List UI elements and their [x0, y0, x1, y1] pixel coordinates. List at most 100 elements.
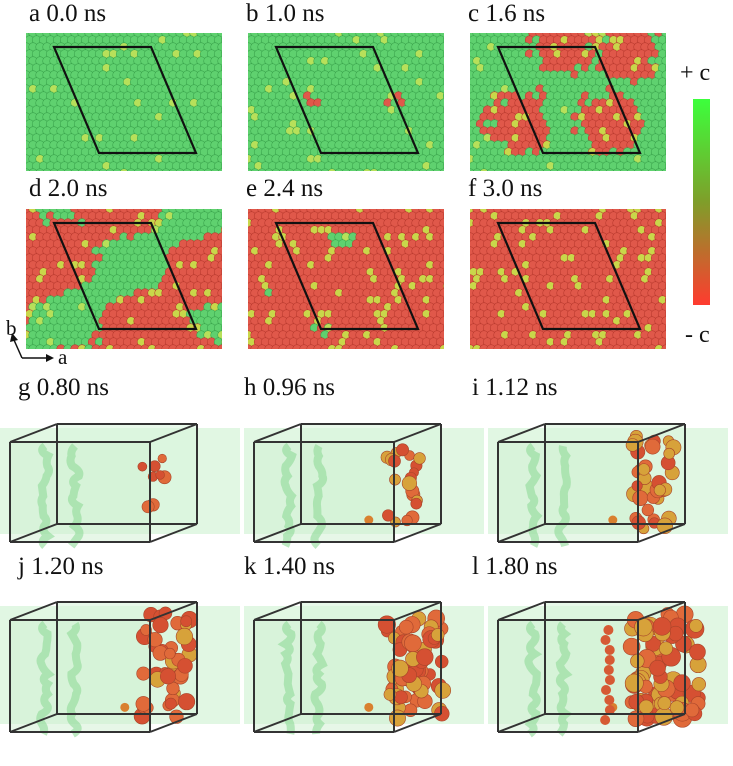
- nucleus-blob: [404, 634, 422, 653]
- nucleus-blob: [398, 619, 414, 635]
- box-edge: [393, 423, 442, 443]
- nucleus-blob: [632, 490, 649, 507]
- box-edge: [393, 523, 442, 543]
- atom: [442, 213, 444, 219]
- atom: [664, 51, 666, 57]
- atom: [126, 168, 136, 171]
- atom: [442, 65, 444, 71]
- atom: [664, 325, 666, 331]
- atom: [612, 168, 622, 171]
- nucleus-blob: [164, 647, 176, 660]
- nucleus-blob: [157, 453, 167, 464]
- nucleus-blob: [389, 709, 406, 727]
- atom: [442, 241, 444, 247]
- atom: [664, 255, 666, 261]
- panel-a-label: a 0.0 ns: [29, 0, 107, 27]
- atom: [28, 168, 38, 171]
- nucleus-blob: [689, 643, 706, 661]
- atom: [664, 269, 666, 275]
- panel-h-label: h 0.96 ns: [244, 374, 335, 401]
- box-edge: [637, 523, 686, 543]
- atom: [383, 168, 393, 171]
- atom: [664, 79, 666, 85]
- atom: [320, 168, 330, 171]
- atom: [619, 168, 629, 171]
- nucleus-blob: [604, 655, 615, 665]
- nucleus-blob: [638, 699, 654, 715]
- atom: [63, 168, 73, 171]
- colorbar: [693, 99, 710, 305]
- nucleus-blob: [604, 705, 615, 715]
- box-edge: [497, 601, 546, 621]
- nucleus-blob: [600, 715, 611, 725]
- atom: [220, 325, 222, 331]
- box-front-face: [10, 620, 150, 732]
- box-edge: [393, 713, 442, 733]
- interface-wave: [66, 443, 84, 549]
- atom: [397, 168, 407, 171]
- atom: [598, 168, 608, 171]
- box-edge: [253, 601, 302, 621]
- nucleus-blob: [653, 484, 666, 497]
- nucleus-blob: [364, 702, 374, 712]
- atom: [220, 93, 222, 99]
- atom: [664, 149, 666, 155]
- panel-c-label: c 1.6 ns: [468, 0, 546, 27]
- atom: [664, 311, 666, 317]
- box-edge: [253, 713, 302, 733]
- atom: [570, 168, 580, 171]
- atom: [542, 168, 552, 171]
- box-edge: [497, 713, 546, 733]
- nucleus-blob: [663, 447, 675, 460]
- axis-a-label: a: [58, 345, 68, 369]
- nucleus-blob: [673, 674, 691, 692]
- atom: [334, 168, 344, 171]
- atom: [220, 37, 222, 43]
- atom: [220, 107, 222, 113]
- box-edge: [253, 423, 302, 443]
- atom: [486, 168, 496, 171]
- atom: [647, 168, 657, 171]
- atom: [362, 168, 372, 171]
- box-edge: [253, 523, 302, 543]
- atom: [442, 297, 444, 303]
- atom: [168, 168, 178, 171]
- interface-wave: [524, 620, 543, 738]
- atom: [535, 168, 545, 171]
- atom: [442, 339, 444, 345]
- nucleus-blob: [364, 515, 374, 525]
- atom: [664, 93, 666, 99]
- panel-d-label: d 2.0 ns: [29, 175, 108, 202]
- unit-cell-outline: [496, 45, 642, 155]
- atom: [664, 213, 666, 219]
- atom: [528, 168, 538, 171]
- atom: [633, 168, 643, 171]
- nucleus-blob: [159, 668, 177, 685]
- unit-cell-outline: [496, 221, 642, 331]
- interface-wave: [555, 621, 573, 737]
- atom: [500, 168, 510, 171]
- nucleus-blob: [120, 702, 130, 712]
- interface-wave: [36, 620, 55, 736]
- atom: [493, 168, 503, 171]
- nucleus-blob: [624, 673, 644, 693]
- nucleus-blob: [684, 702, 700, 718]
- nucleus-blob: [652, 617, 672, 636]
- nucleus-blob: [410, 497, 423, 510]
- atom: [220, 241, 222, 247]
- nucleus-blob: [383, 688, 397, 701]
- nucleus-blob: [389, 473, 401, 486]
- atom: [348, 168, 358, 171]
- atom: [442, 163, 444, 169]
- atom: [442, 255, 444, 261]
- atom: [470, 168, 475, 171]
- nucleus-blob: [637, 463, 651, 476]
- atom: [182, 168, 192, 171]
- nucleus-blob: [391, 659, 409, 678]
- atom: [664, 135, 666, 141]
- atom: [442, 311, 444, 317]
- atom: [442, 227, 444, 233]
- colorbar-bottom-label: - c: [685, 322, 710, 348]
- atom: [442, 37, 444, 43]
- unit-cell-outline: [274, 45, 420, 155]
